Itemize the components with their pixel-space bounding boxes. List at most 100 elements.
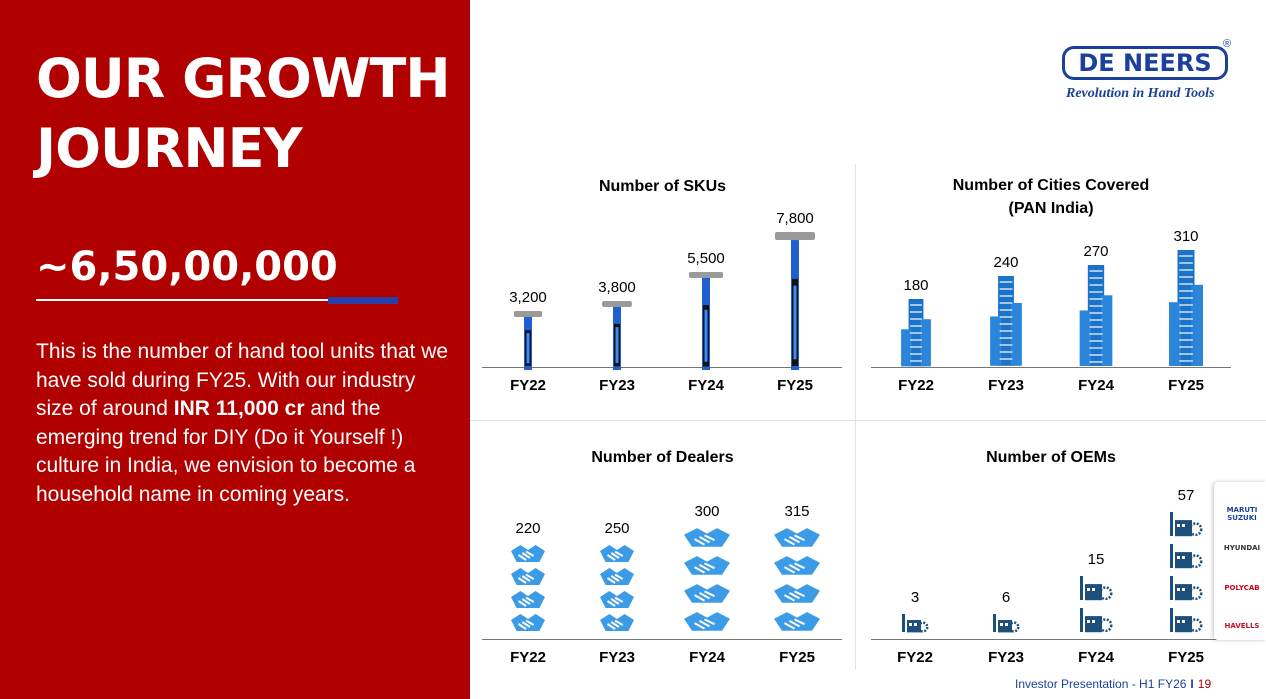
left-panel: OUR GROWTH JOURNEY ~6,50,00,000 This is … bbox=[0, 0, 470, 699]
factory-value-label: 3 bbox=[910, 589, 920, 606]
handshake-icon bbox=[684, 612, 730, 631]
factory-icon bbox=[993, 614, 1020, 633]
factory-icon bbox=[1170, 512, 1203, 537]
factory-icon bbox=[902, 614, 929, 633]
handshake-icon bbox=[511, 568, 545, 585]
vertical-divider bbox=[855, 164, 856, 670]
handshake-category-label: FY23 bbox=[599, 649, 635, 666]
factory-category-label: FY24 bbox=[1078, 649, 1114, 666]
factory-category-label: FY25 bbox=[1168, 649, 1204, 666]
brand-maruti-suzuki: MARUTI SUZUKI bbox=[1226, 506, 1258, 522]
dealers-axis bbox=[482, 639, 842, 640]
factory-icon bbox=[1080, 576, 1113, 601]
handshake-icon bbox=[684, 556, 730, 575]
building-value-label: 180 bbox=[903, 276, 929, 294]
building-category-label: FY22 bbox=[898, 377, 934, 394]
building-mark-FY25 bbox=[1169, 250, 1203, 366]
cities-title-line-1: Number of Cities Covered bbox=[952, 177, 1150, 194]
hammer-value-label: 3,800 bbox=[598, 278, 636, 296]
para-part-2: and the emerging trend for DIY (Do it Yo… bbox=[36, 397, 416, 506]
hammer-category-label: FY22 bbox=[510, 377, 546, 394]
oems-axis bbox=[871, 639, 1231, 640]
brand-polycab: POLYCAB bbox=[1224, 584, 1260, 592]
hammer-mark-FY22 bbox=[513, 311, 543, 370]
handshake-icon bbox=[511, 591, 545, 608]
oems-chart-title: Number of OEMs bbox=[986, 449, 1116, 466]
footer: Investor Presentation - H1 FY26 I 19 bbox=[1015, 677, 1211, 691]
handshake-icon bbox=[600, 614, 634, 631]
brand-tagline: Revolution in Hand Tools bbox=[1066, 86, 1215, 101]
handshake-icon bbox=[774, 612, 820, 631]
building-value-label: 240 bbox=[993, 254, 1019, 272]
handshake-value-label: 315 bbox=[784, 503, 810, 520]
skus-chart-title: Number of SKUs bbox=[598, 178, 727, 195]
handshake-category-label: FY25 bbox=[779, 649, 815, 666]
handshake-icon bbox=[600, 545, 634, 562]
hammer-category-label: FY23 bbox=[599, 377, 635, 394]
dealers-chart-title: Number of Dealers bbox=[591, 449, 734, 466]
skus-axis bbox=[482, 367, 842, 368]
page-number: 19 bbox=[1197, 677, 1212, 691]
brand-hyundai: HYUNDAI bbox=[1223, 544, 1261, 552]
building-category-label: FY25 bbox=[1168, 377, 1204, 394]
page-title: OUR GROWTH JOURNEY bbox=[36, 44, 456, 184]
factory-icon bbox=[1170, 544, 1203, 569]
hammer-value-label: 5,500 bbox=[687, 249, 725, 267]
handshake-value-label: 220 bbox=[515, 520, 541, 537]
hammer-mark-FY25 bbox=[775, 232, 815, 370]
building-mark-FY22 bbox=[901, 298, 931, 366]
handshake-icon bbox=[600, 591, 634, 608]
handshake-icon bbox=[600, 568, 634, 585]
factory-category-label: FY23 bbox=[988, 649, 1024, 666]
brand-name: DE NEERS bbox=[1078, 49, 1212, 77]
hammer-mark-FY23 bbox=[602, 300, 632, 370]
footer-text: Investor Presentation - H1 FY26 bbox=[1015, 677, 1187, 691]
handshake-category-label: FY22 bbox=[510, 649, 546, 666]
factory-value-label: 6 bbox=[1001, 589, 1011, 606]
building-value-label: 270 bbox=[1083, 242, 1109, 260]
brand-havells: HAVELLS bbox=[1224, 622, 1260, 630]
title-line-2: JOURNEY bbox=[36, 117, 303, 180]
title-line-1: OUR GROWTH bbox=[36, 47, 451, 110]
headline-number: ~6,50,00,000 bbox=[36, 244, 338, 290]
footer-separator: I bbox=[1190, 677, 1194, 691]
hammer-value-label: 3,200 bbox=[509, 289, 547, 307]
para-bold: INR 11,000 cr bbox=[173, 397, 305, 421]
divider-line bbox=[36, 299, 328, 301]
handshake-icon bbox=[774, 528, 820, 547]
hammer-category-label: FY25 bbox=[777, 377, 813, 394]
factory-value-label: 57 bbox=[1177, 487, 1195, 504]
handshake-icon bbox=[511, 614, 545, 631]
building-category-label: FY23 bbox=[988, 377, 1024, 394]
description-paragraph: This is the number of hand tool units th… bbox=[36, 338, 456, 510]
building-category-label: FY24 bbox=[1078, 377, 1114, 394]
oem-brand-strip: MARUTI SUZUKI HYUNDAI POLYCAB HAVELLS bbox=[1214, 482, 1266, 640]
accent-bar bbox=[328, 297, 398, 304]
cities-axis bbox=[871, 367, 1231, 368]
cities-title-line-2: (PAN India) bbox=[1008, 200, 1094, 217]
factory-category-label: FY22 bbox=[897, 649, 933, 666]
handshake-icon bbox=[511, 545, 545, 562]
factory-value-label: 15 bbox=[1087, 551, 1105, 568]
handshake-icon bbox=[774, 556, 820, 575]
cities-chart-title: Number of Cities Covered (PAN India) bbox=[900, 174, 1202, 220]
handshake-value-label: 300 bbox=[694, 503, 720, 520]
para-part-1: This is the number of hand tool units th… bbox=[36, 340, 449, 421]
building-value-label: 310 bbox=[1173, 228, 1199, 245]
factory-icon bbox=[1170, 576, 1203, 601]
building-mark-FY23 bbox=[990, 276, 1022, 366]
hammer-mark-FY24 bbox=[688, 271, 724, 370]
registered-mark: ® bbox=[1223, 38, 1232, 50]
factory-icon bbox=[1170, 608, 1203, 633]
handshake-category-label: FY24 bbox=[689, 649, 725, 666]
hammer-category-label: FY24 bbox=[688, 377, 724, 394]
building-mark-FY24 bbox=[1079, 264, 1113, 366]
hammer-value-label: 7,800 bbox=[776, 210, 814, 227]
factory-icon bbox=[1080, 608, 1113, 633]
horizontal-divider bbox=[470, 420, 1266, 421]
handshake-value-label: 250 bbox=[604, 520, 630, 537]
handshake-icon bbox=[684, 528, 730, 547]
handshake-icon bbox=[774, 584, 820, 603]
brand-logo: DE NEERS bbox=[1062, 46, 1228, 80]
handshake-icon bbox=[684, 584, 730, 603]
